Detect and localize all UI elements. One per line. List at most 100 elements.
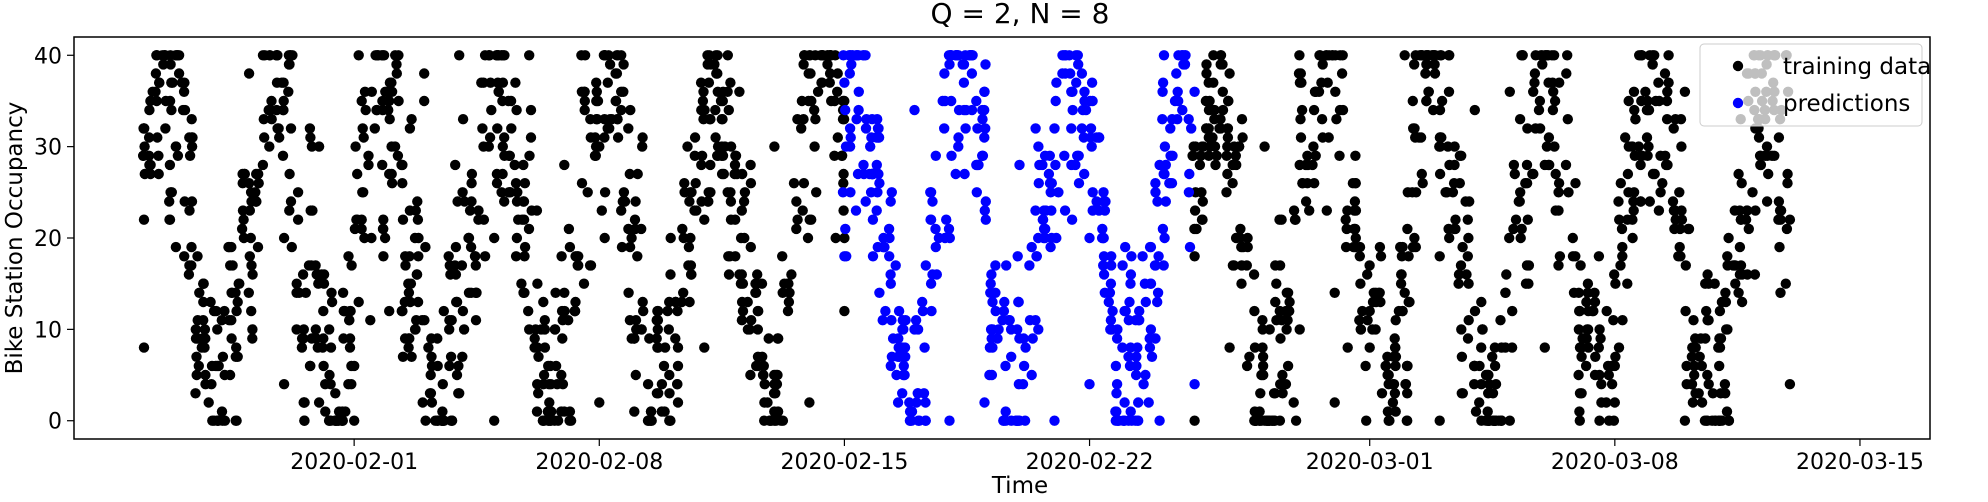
data-point — [971, 95, 982, 107]
data-point — [1259, 415, 1270, 426]
data-point — [810, 114, 821, 125]
data-point — [832, 86, 843, 98]
data-point — [591, 86, 602, 98]
data-point — [473, 205, 484, 216]
data-point — [451, 296, 463, 308]
data-point — [739, 187, 751, 198]
data-point — [803, 95, 814, 107]
data-point — [1696, 397, 1708, 408]
data-point — [143, 132, 155, 143]
data-point — [1050, 95, 1061, 107]
data-point — [702, 50, 713, 61]
data-point — [352, 168, 363, 180]
data-point — [457, 114, 469, 125]
data-point — [1387, 397, 1399, 408]
data-point — [1673, 251, 1684, 262]
data-point — [931, 269, 942, 280]
data-point — [722, 86, 733, 98]
data-point — [412, 196, 423, 207]
data-point — [247, 333, 258, 344]
data-point — [330, 388, 341, 399]
data-point — [730, 214, 741, 225]
data-point — [470, 260, 481, 271]
data-point — [1609, 397, 1621, 408]
data-point — [1124, 296, 1135, 308]
data-point — [1462, 214, 1474, 225]
data-point — [393, 50, 404, 61]
data-point — [977, 114, 988, 125]
data-point — [531, 406, 543, 417]
data-point — [219, 415, 231, 426]
data-point — [1242, 241, 1253, 253]
data-point — [1347, 178, 1359, 189]
data-point — [710, 104, 721, 116]
data-point — [1373, 287, 1385, 298]
data-point — [379, 232, 391, 244]
data-point — [564, 415, 575, 426]
data-point — [1447, 187, 1459, 198]
data-point — [1436, 95, 1448, 107]
data-point — [1434, 168, 1446, 180]
data-point — [1628, 205, 1639, 216]
data-point — [383, 104, 394, 116]
data-point — [1132, 342, 1143, 353]
data-point — [246, 305, 257, 317]
data-point — [1183, 114, 1194, 125]
data-point — [166, 77, 177, 88]
data-point — [853, 86, 864, 98]
data-point — [464, 205, 476, 216]
data-point — [1249, 342, 1261, 353]
data-point — [165, 187, 176, 198]
data-point — [164, 214, 176, 225]
data-point — [756, 278, 768, 289]
data-point — [173, 50, 185, 61]
data-point — [1730, 278, 1741, 289]
data-point — [768, 388, 780, 399]
data-point — [192, 251, 203, 262]
data-point — [1258, 369, 1269, 381]
data-point — [1627, 214, 1638, 225]
data-point — [1313, 86, 1325, 98]
data-point — [966, 104, 978, 116]
data-point — [1117, 260, 1128, 271]
data-point — [1642, 104, 1654, 116]
data-point — [556, 251, 567, 262]
data-point — [419, 95, 430, 107]
data-point — [1038, 232, 1049, 244]
data-point — [851, 114, 862, 125]
data-point — [1501, 269, 1512, 280]
data-point — [840, 223, 851, 235]
y-tick-label: 0 — [48, 410, 62, 435]
data-point — [604, 114, 616, 125]
data-point — [1152, 196, 1163, 207]
data-point — [1099, 205, 1111, 216]
data-point — [737, 168, 748, 180]
data-point — [1515, 232, 1526, 244]
data-point — [630, 369, 641, 381]
data-point — [1177, 104, 1188, 116]
data-point — [1774, 241, 1785, 253]
data-point — [897, 324, 908, 335]
data-point — [1548, 50, 1560, 61]
data-point — [1676, 141, 1687, 152]
data-point — [1741, 205, 1753, 216]
x-tick-label: 2020-02-08 — [535, 450, 663, 475]
data-point — [822, 59, 833, 70]
data-point — [632, 168, 643, 180]
data-point — [1534, 95, 1546, 107]
data-point — [266, 114, 277, 125]
data-point — [391, 68, 402, 79]
data-point — [844, 123, 856, 134]
data-point — [483, 141, 494, 152]
data-point — [1723, 232, 1734, 244]
data-point — [1409, 123, 1420, 134]
data-point — [417, 397, 428, 408]
data-point — [225, 260, 236, 271]
data-point — [632, 251, 643, 262]
data-point — [1596, 379, 1607, 390]
y-tick-label: 40 — [34, 44, 62, 69]
data-point — [353, 50, 364, 61]
data-point — [1560, 159, 1572, 171]
data-point — [1693, 388, 1704, 399]
data-point — [1476, 296, 1487, 308]
